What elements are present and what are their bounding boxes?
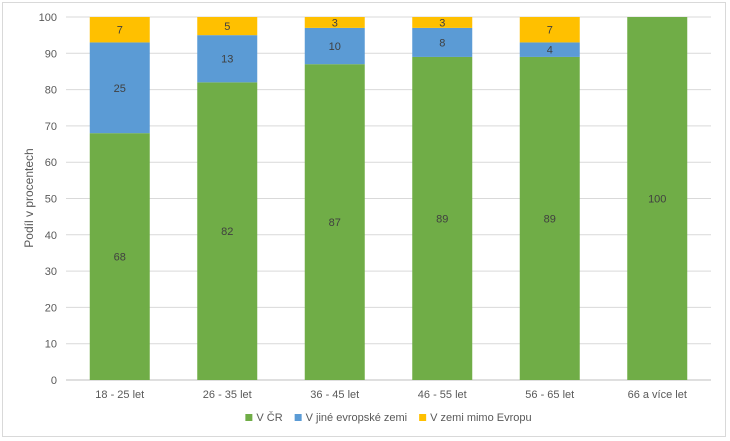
data-label: 7 <box>547 25 553 37</box>
data-label: 87 <box>329 217 341 229</box>
data-label: 7 <box>117 25 123 37</box>
y-tick-label: 10 <box>45 339 57 351</box>
legend-swatch <box>419 414 427 421</box>
bar-segment <box>304 64 365 380</box>
y-tick-label: 100 <box>39 12 57 24</box>
y-tick-label: 90 <box>45 48 57 60</box>
x-tick-label: 56 - 65 let <box>525 389 574 401</box>
data-label: 25 <box>114 83 126 95</box>
data-label: 68 <box>114 252 126 264</box>
y-tick-label: 20 <box>45 302 57 314</box>
legend-label: V ČR <box>256 411 282 424</box>
bar-segment <box>304 17 365 28</box>
bar-segment <box>519 17 580 43</box>
data-label: 89 <box>436 213 448 225</box>
bar-segment <box>519 56 580 381</box>
bar-segment <box>519 42 580 57</box>
legend-item: V jiné evropské zemi <box>294 412 408 424</box>
data-label: 5 <box>224 21 230 33</box>
x-tick-label: 46 - 55 let <box>418 389 467 401</box>
y-tick-label: 60 <box>45 157 57 169</box>
y-tick-label: 70 <box>45 121 57 133</box>
y-tick-label: 40 <box>45 230 57 242</box>
y-tick-label: 80 <box>45 85 57 97</box>
x-tick-label: 18 - 25 let <box>95 389 144 401</box>
y-axis-title: Podíl v procentech <box>22 148 36 247</box>
bar-segment <box>197 35 258 83</box>
y-tick-label: 50 <box>45 194 57 206</box>
bar-segment <box>627 17 688 380</box>
legend-swatch <box>294 414 302 421</box>
bar-segment <box>304 27 365 65</box>
x-axis-ticks: 18 - 25 let 26 - 35 let 36 - 45 let 46 - 55… <box>95 389 687 401</box>
legend-item: V ČR <box>245 411 283 424</box>
data-labels: 68 25 7 82 13 5 87 10 3 89 8 3 89 4 7 100 <box>114 17 667 263</box>
x-tick-label: 66 a více let <box>628 389 687 401</box>
data-label: 89 <box>544 213 556 225</box>
y-axis-ticks: 0 10 20 30 40 50 60 70 80 90 100 <box>39 12 57 387</box>
x-tick-label: 36 - 45 let <box>310 389 359 401</box>
data-label: 8 <box>439 37 445 49</box>
data-label: 10 <box>329 41 341 53</box>
data-label: 13 <box>221 54 233 66</box>
bar-segment <box>412 17 473 28</box>
legend: V ČR V jiné evropské zemi V zemi mimo Evro… <box>245 411 532 424</box>
bar-segment <box>89 42 150 134</box>
y-tick-label: 30 <box>45 266 57 278</box>
bar-segment <box>412 56 473 381</box>
bar-segment <box>89 133 150 380</box>
legend-label: V zemi mimo Evropu <box>430 412 531 424</box>
bar-segment <box>89 17 150 43</box>
bars <box>89 17 688 381</box>
data-label: 100 <box>648 194 666 206</box>
bar-segment <box>412 27 473 57</box>
data-label: 3 <box>332 17 338 29</box>
y-tick-label: 0 <box>51 375 57 387</box>
data-label: 82 <box>221 226 233 238</box>
bar-segment <box>197 82 258 380</box>
legend-label: V jiné evropské zemi <box>306 412 408 424</box>
data-label: 4 <box>547 45 553 57</box>
data-label: 3 <box>439 17 445 29</box>
legend-item: V zemi mimo Evropu <box>419 412 532 424</box>
x-tick-label: 26 - 35 let <box>203 389 252 401</box>
gridlines <box>66 16 711 381</box>
legend-swatch <box>245 414 253 421</box>
bar-segment <box>197 17 258 36</box>
